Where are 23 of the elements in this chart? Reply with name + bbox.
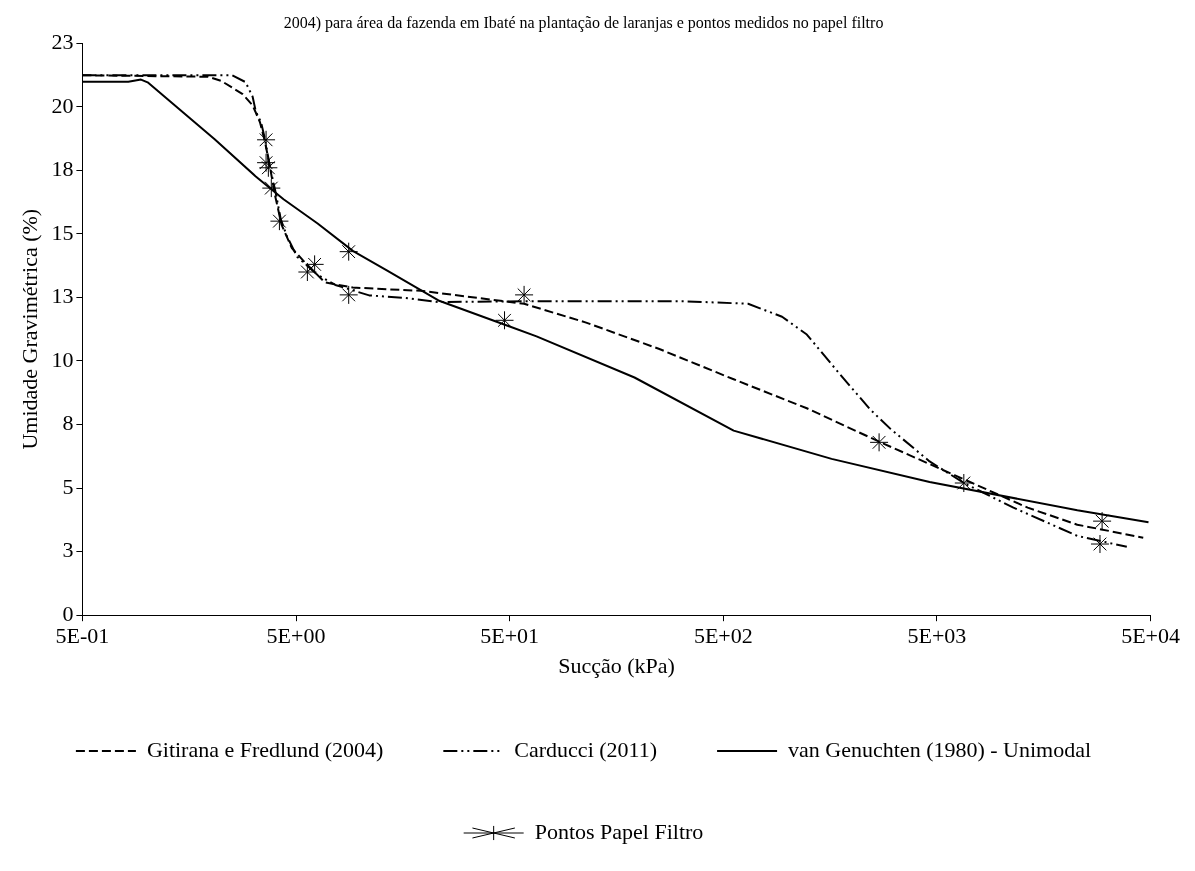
- x-tick-label: 5E+01: [480, 623, 540, 649]
- y-tick-label: 10: [51, 346, 74, 372]
- x-tick-label: 5E+03: [907, 623, 967, 649]
- legend-label: Carducci (2011): [514, 736, 658, 762]
- legend-label: Pontos Papel Filtro: [534, 818, 704, 844]
- y-tick-label: 5: [62, 473, 74, 499]
- x-tick-label: 5E+00: [266, 623, 326, 649]
- y-tick-label: 13: [51, 283, 74, 309]
- x-axis-title: Sucção (kPa): [558, 652, 675, 678]
- y-tick-label: 15: [51, 219, 74, 245]
- x-tick-label: 5E-01: [55, 623, 110, 649]
- legend-label: Gitirana e Fredlund (2004): [146, 736, 384, 762]
- y-tick-label: 8: [62, 410, 74, 436]
- y-tick-label: 20: [51, 92, 74, 118]
- y-axis-title: Umidade Gravimétrica (%): [16, 208, 42, 450]
- x-tick-label: 5E+02: [693, 623, 753, 649]
- y-tick-label: 0: [62, 600, 74, 626]
- y-tick-label: 3: [62, 537, 74, 563]
- y-tick-label: 18: [51, 156, 74, 182]
- legend-label: van Genuchten (1980) - Unimodal: [788, 736, 1092, 762]
- chart-title: 2004) para área da fazenda em Ibaté na plantação de laranjas e pontos medidos no papel filtro: [283, 13, 884, 32]
- y-tick-label: 23: [51, 28, 74, 54]
- x-tick-label: 5E+04: [1121, 623, 1181, 649]
